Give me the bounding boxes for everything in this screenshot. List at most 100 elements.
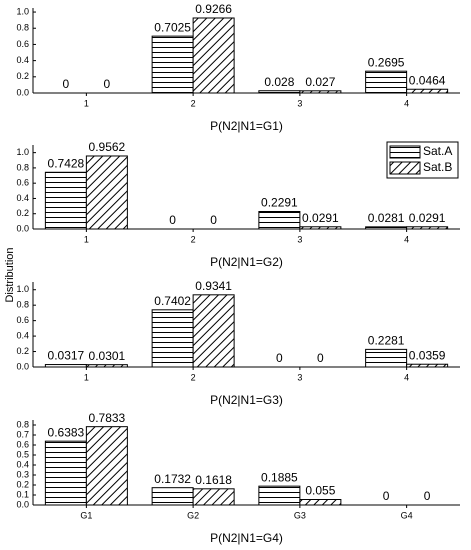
y-tick-label: 0.7: [16, 429, 29, 439]
y-tick-label: 0.4: [16, 330, 29, 340]
x-tick-label: G2: [187, 510, 199, 520]
value-label: 0: [317, 351, 324, 365]
y-tick-label: 1.0: [16, 284, 29, 294]
y-tick-label: 0.5: [16, 449, 29, 459]
x-axis-label: P(N2|N1=G4): [210, 531, 283, 545]
y-tick-label: 0.6: [16, 178, 29, 188]
bar: [299, 90, 342, 94]
bar: [192, 488, 235, 506]
y-tick-label: 0.0: [16, 499, 29, 509]
value-label: 0.0317: [48, 349, 85, 363]
x-tick-label: 4: [404, 234, 409, 244]
value-label: 0: [210, 213, 217, 227]
bar: [85, 155, 128, 230]
y-tick-label: 0.2: [16, 71, 29, 81]
x-tick-label: 4: [404, 372, 409, 382]
legend-label: Sat.B: [423, 160, 452, 174]
x-tick-label: G4: [401, 510, 413, 520]
legend-swatch: [389, 161, 421, 175]
y-tick-label: 0.8: [16, 162, 29, 172]
y-tick-label: 1.0: [16, 6, 29, 16]
value-label: 0.7025: [154, 20, 191, 34]
value-label: 0.0301: [89, 349, 126, 363]
y-tick-label: 0.8: [16, 300, 29, 310]
value-label: 0.9266: [195, 2, 232, 16]
value-label: 0.0291: [409, 211, 446, 225]
y-tick-label: 0.4: [16, 459, 29, 469]
y-tick-label: 0.2: [16, 208, 29, 218]
legend-label: Sat.A: [423, 144, 452, 158]
y-tick-label: 0.6: [16, 39, 29, 49]
y-tick-label: 0.0: [16, 87, 29, 97]
y-tick-label: 0.2: [16, 346, 29, 356]
value-label: 0.027: [305, 75, 335, 89]
bar: [151, 487, 194, 506]
y-tick-label: 0.0: [16, 361, 29, 371]
bar: [85, 426, 128, 506]
x-tick-label: 1: [84, 234, 89, 244]
x-tick-label: 1: [84, 372, 89, 382]
value-label: 0: [104, 77, 111, 91]
bar: [365, 70, 408, 94]
legend-swatch: [389, 145, 421, 159]
y-tick-label: 0.6: [16, 315, 29, 325]
value-label: 0.0464: [409, 73, 446, 87]
value-label: 0: [383, 489, 390, 503]
bar: [406, 88, 449, 94]
value-label: 0.1618: [195, 473, 232, 487]
value-label: 0: [63, 77, 70, 91]
bar: [192, 17, 235, 94]
bar: [44, 440, 87, 506]
value-label: 0.6383: [48, 425, 85, 439]
bar: [406, 363, 449, 368]
value-label: 0: [424, 489, 431, 503]
x-tick-label: G1: [80, 510, 92, 520]
y-tick-label: 0.8: [16, 23, 29, 33]
x-tick-label: 3: [297, 372, 302, 382]
value-label: 0.2281: [368, 334, 405, 348]
value-label: 0.7402: [154, 294, 191, 308]
bar: [44, 171, 87, 230]
bar: [258, 211, 301, 230]
bar: [406, 226, 449, 230]
value-label: 0.1885: [261, 470, 298, 484]
value-label: 0.7833: [89, 411, 126, 425]
value-label: 0.028: [264, 75, 294, 89]
bar: [258, 90, 301, 94]
value-label: 0: [276, 351, 283, 365]
y-tick-label: 0.4: [16, 193, 29, 203]
bar: [192, 294, 235, 368]
bar: [258, 485, 301, 506]
x-tick-label: 3: [297, 234, 302, 244]
x-tick-label: 1: [84, 98, 89, 108]
x-tick-label: G3: [294, 510, 306, 520]
value-label: 0.2291: [261, 196, 298, 210]
y-tick-label: 0.4: [16, 55, 29, 65]
value-label: 0.0291: [302, 211, 339, 225]
value-label: 0.9562: [89, 140, 126, 154]
value-label: 0.055: [305, 484, 335, 498]
bar: [365, 226, 408, 230]
x-axis-label: P(N2|N1=G1): [210, 119, 283, 133]
y-tick-label: 0.3: [16, 469, 29, 479]
bar: [85, 364, 128, 368]
y-tick-label: 0.8: [16, 419, 29, 429]
bar: [44, 364, 87, 368]
x-tick-label: 2: [191, 372, 196, 382]
value-label: 0.1732: [154, 472, 191, 486]
y-tick-label: 0.1: [16, 489, 29, 499]
value-label: 0.0359: [409, 348, 446, 362]
bar: [151, 309, 194, 368]
bar: [299, 499, 342, 506]
y-tick-label: 0.6: [16, 439, 29, 449]
value-label: 0.9341: [195, 279, 232, 293]
y-axis-label: Distribution: [4, 247, 16, 302]
x-tick-label: 4: [404, 98, 409, 108]
y-tick-label: 0.0: [16, 223, 29, 233]
value-label: 0: [169, 213, 176, 227]
bar: [299, 226, 342, 230]
value-label: 0.7428: [48, 156, 85, 170]
value-label: 0.0281: [368, 211, 405, 225]
x-axis-label: P(N2|N1=G3): [210, 393, 283, 407]
